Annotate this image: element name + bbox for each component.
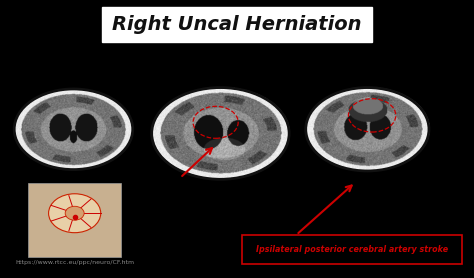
FancyBboxPatch shape	[28, 183, 121, 257]
Text: Ipsilateral posterior cerebral artery stroke: Ipsilateral posterior cerebral artery st…	[256, 245, 448, 254]
Text: https://www.rtcc.eu/ppc/neuro/CF.htm: https://www.rtcc.eu/ppc/neuro/CF.htm	[15, 260, 134, 265]
Ellipse shape	[65, 206, 84, 220]
FancyBboxPatch shape	[102, 7, 372, 42]
Text: Right Uncal Herniation: Right Uncal Herniation	[112, 15, 362, 34]
Ellipse shape	[48, 194, 100, 233]
FancyBboxPatch shape	[242, 235, 462, 264]
